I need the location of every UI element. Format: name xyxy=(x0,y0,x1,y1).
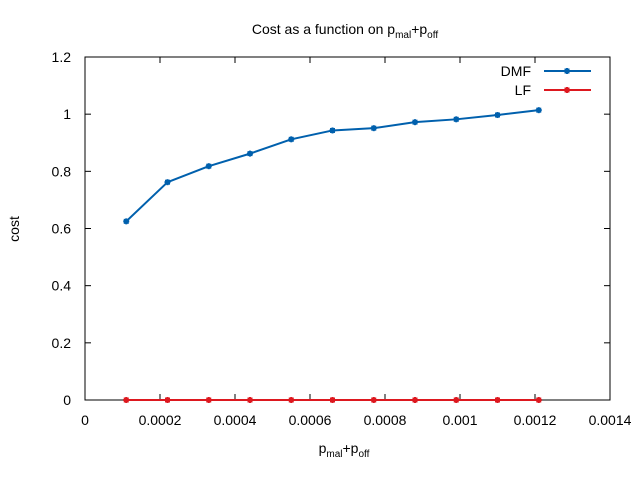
series-lf xyxy=(123,397,542,403)
data-point-lf xyxy=(535,397,542,403)
legend: DMF LF xyxy=(501,63,591,98)
data-point-dmf xyxy=(329,127,336,134)
data-point-lf xyxy=(288,397,295,403)
data-point-lf xyxy=(123,397,130,403)
y-tick-label: 1 xyxy=(63,106,71,122)
legend-entry-lf: LF xyxy=(515,82,591,98)
data-point-dmf xyxy=(123,218,130,225)
data-point-lf xyxy=(247,397,253,403)
data-point-lf xyxy=(164,397,171,403)
data-point-lf xyxy=(494,397,501,403)
data-point-dmf xyxy=(535,107,542,114)
x-tick-label: 0.0004 xyxy=(214,412,257,428)
x-tick-label: 0.001 xyxy=(442,412,477,428)
legend-marker xyxy=(564,68,570,74)
data-point-lf xyxy=(370,397,377,403)
x-tick-label: 0.0012 xyxy=(514,412,557,428)
data-point-dmf xyxy=(164,179,171,186)
y-tick-label: 1.2 xyxy=(52,49,72,65)
x-axis-label: pmal+poff xyxy=(319,440,370,460)
x-tick-label: 0.0008 xyxy=(364,412,407,428)
plot-frame xyxy=(84,56,611,401)
data-point-dmf xyxy=(288,136,295,143)
data-point-dmf xyxy=(412,119,418,126)
y-tick-label: 0.4 xyxy=(52,278,72,294)
chart-title: Cost as a function on pmal+poff xyxy=(252,21,438,41)
y-tick-label: 0 xyxy=(63,392,71,408)
y-tick-label: 0.8 xyxy=(52,163,72,179)
x-tick-label: 0 xyxy=(81,412,89,428)
y-axis-label: cost xyxy=(6,216,22,242)
legend-label: DMF xyxy=(501,63,531,79)
data-point-lf xyxy=(412,397,418,403)
legend-marker xyxy=(564,87,570,93)
x-tick-label: 0.0002 xyxy=(139,412,182,428)
series-layer xyxy=(123,107,542,403)
data-point-lf xyxy=(329,397,336,403)
y-tick-label: 0.2 xyxy=(52,335,72,351)
legend-label: LF xyxy=(515,82,531,98)
legend-entry-dmf: DMF xyxy=(501,63,591,79)
x-tick-label: 0.0006 xyxy=(289,412,332,428)
data-point-dmf xyxy=(205,163,212,170)
data-point-dmf xyxy=(494,112,501,119)
data-point-dmf xyxy=(370,125,377,132)
y-tick-label: 0.6 xyxy=(52,221,72,237)
x-tick-label: 0.0014 xyxy=(589,412,632,428)
data-point-dmf xyxy=(453,116,460,123)
data-point-dmf xyxy=(247,150,253,157)
series-dmf xyxy=(123,107,542,225)
data-point-lf xyxy=(205,397,212,403)
axis-ticks: 0 0.0002 0.0004 0.0006 0.0008 0.001 0.0012 0.00… xyxy=(52,49,632,428)
data-point-lf xyxy=(453,397,460,403)
series-line-dmf xyxy=(125,109,539,223)
